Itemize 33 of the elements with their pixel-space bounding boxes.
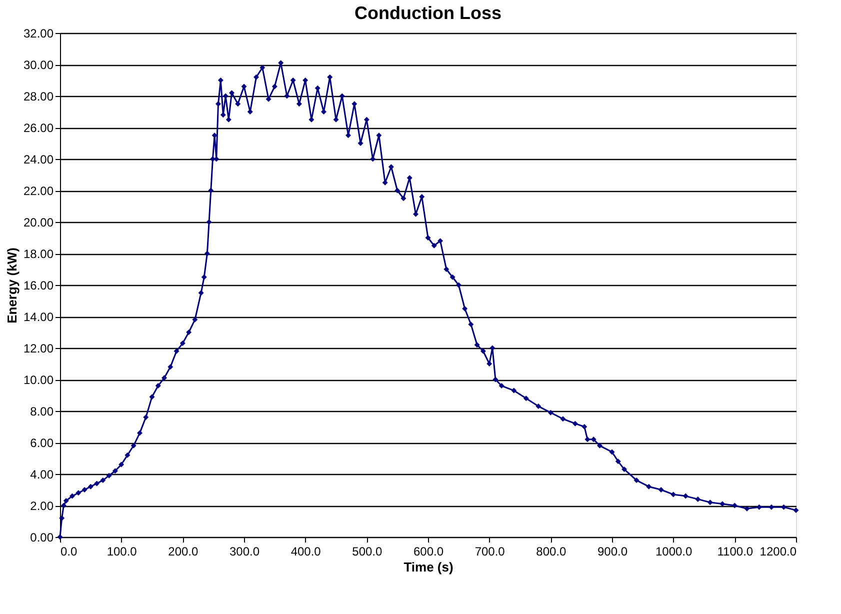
x-tick-label: 100.0: [106, 544, 138, 558]
x-tick-label: 1200.0: [760, 544, 797, 558]
y-tick-label: 0.00: [30, 530, 54, 544]
y-tick-label: 16.00: [23, 278, 54, 292]
x-tick-label: 400.0: [290, 544, 322, 558]
x-tick-label: 1000.0: [655, 544, 693, 558]
y-tick-label: 12.00: [23, 342, 54, 356]
y-tick-label: 6.00: [30, 436, 54, 450]
y-tick-label: 8.00: [30, 404, 54, 418]
x-tick-label: 200.0: [168, 544, 199, 558]
y-tick-label: 26.00: [23, 121, 54, 135]
y-tick-label: 4.00: [30, 468, 54, 482]
y-tick-label: 10.00: [23, 373, 54, 387]
y-tick-label: 14.00: [23, 310, 54, 324]
x-tick-label: 700.0: [474, 544, 506, 558]
x-axis-title: Time (s): [404, 560, 454, 574]
x-tick-label: 900.0: [597, 544, 628, 558]
x-tick-label: 0.0: [60, 544, 78, 558]
x-tick-label: 600.0: [413, 544, 444, 558]
x-tick-label: 500.0: [352, 544, 383, 558]
y-tick-label: 30.00: [23, 58, 54, 72]
x-tick-label: 300.0: [229, 544, 260, 558]
x-tick-label: 800.0: [536, 544, 567, 558]
y-tick-label: 22.00: [23, 184, 54, 198]
x-tick-label: 1100.0: [717, 544, 754, 558]
y-tick-label: 24.00: [23, 152, 54, 166]
y-axis-title: Energy (kW): [4, 248, 20, 324]
y-tick-label: 2.00: [30, 499, 54, 513]
chart-title: Conduction Loss: [354, 3, 502, 23]
y-tick-label: 18.00: [23, 247, 54, 261]
y-tick-label: 32.00: [23, 26, 54, 40]
y-tick-label: 20.00: [23, 216, 54, 230]
y-tick-label: 28.00: [23, 90, 54, 104]
